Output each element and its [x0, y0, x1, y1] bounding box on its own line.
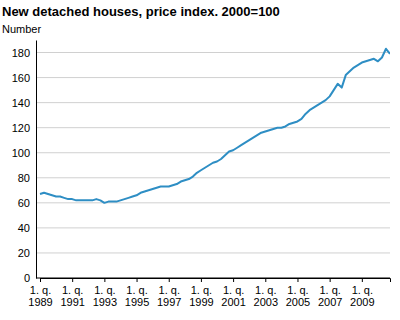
- x-tick: 1. q.2001: [221, 278, 245, 308]
- x-tick-label-line: 1989: [28, 296, 52, 308]
- x-tick-label: 1. q.1993: [93, 284, 117, 309]
- y-tick-label: 40: [18, 222, 30, 234]
- x-tick-mark: [40, 278, 41, 282]
- x-tick-label-line: 2001: [221, 296, 245, 308]
- y-tick-label: 0: [24, 272, 30, 284]
- x-tick: 1. q.1991: [60, 278, 84, 308]
- grid-line: [36, 152, 390, 153]
- plot-area: [40, 49, 390, 203]
- x-tick-label-line: 1993: [93, 296, 117, 308]
- grid-line: [36, 52, 390, 53]
- x-tick-label-line: 1. q.: [287, 284, 308, 296]
- x-tick-label-line: 1995: [125, 296, 149, 308]
- y-tick: 100: [12, 147, 36, 159]
- x-tick: 1. q.1989: [28, 278, 52, 308]
- grid-line: [36, 202, 390, 203]
- x-tick-label: 1. q.1999: [189, 284, 213, 309]
- chart-title: New detached houses, price index. 2000=1…: [2, 4, 280, 19]
- x-tick-label-line: 1. q.: [159, 284, 180, 296]
- x-tick-label-line: 2007: [318, 296, 342, 308]
- y-tick: 180: [12, 47, 36, 59]
- price-index-line: [40, 49, 390, 203]
- grid-line: [36, 252, 390, 253]
- x-tick-label-line: 1. q.: [62, 284, 83, 296]
- y-tick: 0: [24, 272, 36, 284]
- x-tick-label-line: 2003: [254, 296, 278, 308]
- x-tick-label: 1. q.2001: [221, 284, 245, 309]
- y-axis: 0 20 40 60 80 100 120 140 160 180: [12, 41, 37, 285]
- x-tick-mark: [104, 278, 105, 282]
- grid-line: [36, 227, 390, 228]
- x-axis: 1. q.19891. q.19911. q.19931. q.19951. q…: [28, 278, 390, 308]
- y-tick-label: 180: [12, 47, 30, 59]
- x-tick-mark: [201, 278, 202, 282]
- y-tick-label: 20: [18, 247, 30, 259]
- x-tick-label-line: 1991: [60, 296, 84, 308]
- x-tick-label-line: 1997: [157, 296, 181, 308]
- x-tick-mark: [137, 278, 138, 282]
- x-tick: 1. q.2003: [254, 278, 278, 308]
- y-axis-label: Number: [2, 23, 41, 35]
- x-tick-label: 1. q.1989: [28, 284, 52, 309]
- x-tick-label-line: 1. q.: [191, 284, 212, 296]
- x-tick-mark: [265, 278, 266, 282]
- x-tick-label: 1. q.1991: [60, 284, 84, 309]
- y-tick: 60: [18, 197, 36, 209]
- x-tick-mark: [169, 278, 170, 282]
- grid-line: [36, 77, 390, 78]
- x-tick-label-line: 2009: [350, 296, 374, 308]
- x-tick: 1. q.1997: [157, 278, 181, 308]
- x-tick-label-line: 2005: [286, 296, 310, 308]
- y-tick-label: 60: [18, 197, 30, 209]
- x-tick-label-line: 1. q.: [255, 284, 276, 296]
- x-tick-label-line: 1. q.: [94, 284, 115, 296]
- x-tick-label: 1. q.2003: [254, 284, 278, 309]
- x-tick: 1. q.1993: [93, 278, 117, 308]
- y-tick: 160: [12, 72, 36, 84]
- x-tick-label: 1. q.2005: [286, 284, 310, 309]
- x-tick: 1. q.2005: [286, 278, 310, 308]
- y-tick: 120: [12, 122, 36, 134]
- y-tick: 80: [18, 172, 36, 184]
- y-tick: 40: [18, 222, 36, 234]
- x-tick-label-line: 1999: [189, 296, 213, 308]
- grid-line: [36, 102, 390, 103]
- y-tick-label: 120: [12, 122, 30, 134]
- y-tick-label: 80: [18, 172, 30, 184]
- x-tick: 1. q.2009: [350, 278, 374, 308]
- x-tick-label-line: 1. q.: [223, 284, 244, 296]
- x-tick-label: 1. q.1997: [157, 284, 181, 309]
- x-tick-mark: [297, 278, 298, 282]
- x-axis-line: [41, 279, 391, 283]
- x-tick-mark: [330, 278, 331, 282]
- x-tick-mark: [233, 278, 234, 282]
- y-tick-label: 100: [12, 147, 30, 159]
- y-tick: 20: [18, 247, 36, 259]
- x-tick-mark: [72, 278, 73, 282]
- x-tick-label-line: 1. q.: [319, 284, 340, 296]
- y-tick: 140: [12, 97, 36, 109]
- grid-line: [36, 177, 390, 178]
- y-tick-label: 160: [12, 72, 30, 84]
- x-tick-label: 1. q.1995: [125, 284, 149, 309]
- x-tick-label-line: 1. q.: [352, 284, 373, 296]
- y-tick-label: 140: [12, 97, 30, 109]
- x-tick-label: 1. q.2009: [350, 284, 374, 309]
- x-tick: 1. q.1995: [125, 278, 149, 308]
- x-tick-label-line: 1. q.: [30, 284, 51, 296]
- x-tick: 1. q.1999: [189, 278, 213, 308]
- grid-line: [36, 127, 390, 128]
- x-tick-label-line: 1. q.: [126, 284, 147, 296]
- x-tick-mark: [362, 278, 363, 282]
- x-tick-label: 1. q.2007: [318, 284, 342, 309]
- x-tick: 1. q.2007: [318, 278, 342, 308]
- y-axis-line: [36, 41, 37, 279]
